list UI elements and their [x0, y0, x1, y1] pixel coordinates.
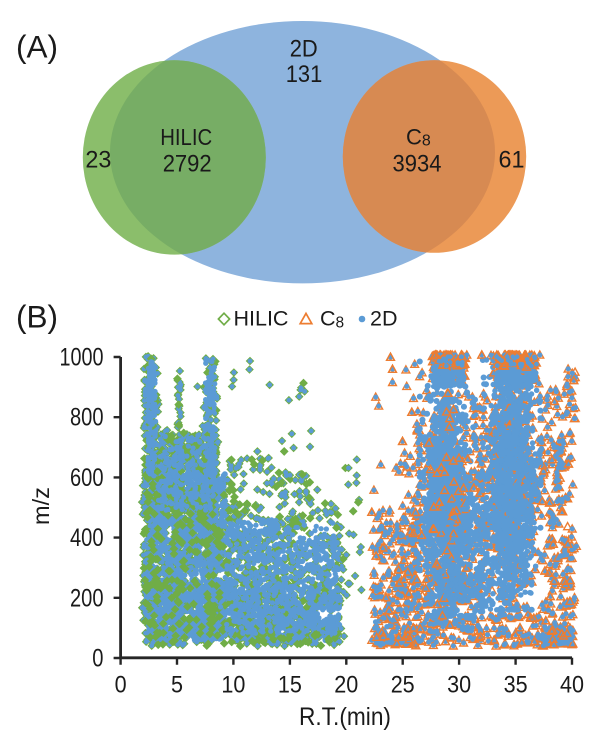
svg-text:5: 5: [171, 672, 183, 699]
svg-text:20: 20: [334, 672, 358, 699]
svg-text:35: 35: [504, 672, 528, 699]
svg-text:HILIC: HILIC: [160, 124, 212, 150]
svg-text:800: 800: [70, 404, 104, 432]
svg-text:61: 61: [499, 147, 525, 174]
svg-text:400: 400: [70, 524, 104, 552]
svg-text:0: 0: [92, 645, 103, 673]
svg-text:200: 200: [70, 584, 104, 612]
svg-text:10: 10: [221, 672, 245, 699]
svg-text:HILIC: HILIC: [234, 307, 289, 331]
svg-text:C8: C8: [320, 307, 344, 332]
svg-text:(A): (A): [16, 29, 58, 65]
svg-text:(B): (B): [16, 299, 58, 335]
svg-text:30: 30: [447, 672, 471, 699]
svg-text:1000: 1000: [60, 344, 104, 372]
svg-text:3934: 3934: [393, 151, 442, 178]
svg-text:0: 0: [115, 672, 127, 699]
svg-text:2D: 2D: [290, 36, 318, 63]
svg-text:25: 25: [391, 672, 415, 699]
svg-text:600: 600: [70, 464, 104, 492]
svg-text:15: 15: [278, 672, 302, 699]
svg-text:m/z: m/z: [28, 487, 54, 525]
svg-text:2D: 2D: [370, 307, 397, 331]
svg-text:131: 131: [286, 61, 323, 88]
svg-text:2792: 2792: [163, 151, 212, 178]
svg-text:40: 40: [560, 672, 584, 699]
svg-text:C8: C8: [406, 125, 431, 150]
svg-text:23: 23: [85, 147, 111, 174]
svg-text:R.T.(min): R.T.(min): [299, 703, 391, 731]
